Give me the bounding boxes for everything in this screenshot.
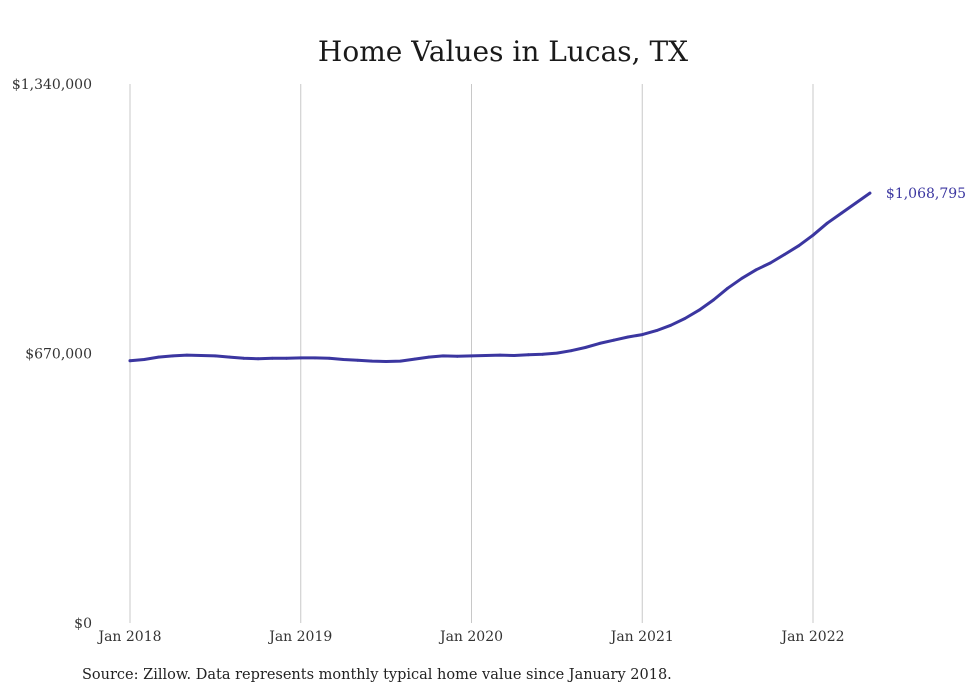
data-point (370, 359, 374, 363)
data-point (840, 211, 843, 215)
data-point (726, 286, 729, 290)
data-point (128, 359, 132, 363)
data-point (640, 333, 644, 336)
x-tick-label: Jan 2020 (438, 629, 503, 645)
data-point (441, 354, 445, 358)
end-value-label: $1,068,795 (886, 186, 966, 202)
data-point (498, 353, 502, 357)
data-point (697, 308, 701, 312)
data-point (541, 352, 544, 356)
data-point (811, 233, 815, 237)
data-point (242, 356, 246, 360)
data-point (612, 338, 616, 342)
data-point (598, 342, 601, 345)
data-point (740, 276, 744, 280)
x-tick-label: Jan 2021 (609, 629, 674, 645)
data-point (214, 354, 217, 358)
data-point (669, 323, 673, 327)
data-point (754, 268, 758, 272)
data-point (157, 355, 160, 359)
x-tick-label: Jan 2022 (779, 629, 844, 645)
data-point (199, 354, 203, 357)
data-point (512, 354, 516, 357)
data-point (356, 358, 360, 362)
data-point (527, 353, 530, 357)
series-line (128, 191, 872, 363)
data-point (228, 355, 232, 359)
data-point (384, 360, 388, 363)
data-point (285, 356, 288, 360)
data-point (825, 221, 829, 225)
x-tick-label: Jan 2018 (96, 629, 161, 645)
data-point (626, 335, 630, 339)
data-point (171, 354, 175, 358)
data-point (583, 346, 587, 349)
data-point (484, 354, 488, 357)
data-point (569, 349, 573, 353)
data-point (712, 298, 715, 302)
chart-title: Home Values in Lucas, TX (318, 35, 688, 68)
data-point (470, 354, 473, 358)
data-point (455, 354, 459, 358)
source-note: Source: Zillow. Data represents monthly … (82, 667, 672, 683)
gridlines (129, 84, 814, 623)
y-tick-label: $1,340,000 (12, 77, 92, 93)
data-point (299, 356, 303, 360)
data-point (313, 356, 317, 360)
data-point (868, 191, 872, 195)
y-tick-label: $0 (74, 616, 92, 632)
data-point (413, 357, 416, 361)
data-point (783, 253, 786, 256)
y-tick-label: $670,000 (25, 347, 92, 363)
data-point (270, 356, 274, 360)
data-point (399, 359, 402, 363)
data-point (797, 244, 801, 248)
data-point (555, 351, 559, 355)
data-point (683, 317, 687, 320)
data-point (256, 357, 260, 361)
data-point (655, 329, 658, 332)
series-layer: $1,068,795 (128, 186, 966, 363)
x-axis-ticks: Jan 2018 Jan 2019 Jan 2020 Jan 2021 Jan 2022 (96, 629, 844, 645)
data-point (185, 353, 189, 357)
data-point (342, 358, 345, 361)
data-point (142, 358, 146, 361)
data-point (854, 201, 858, 205)
data-point (327, 356, 331, 360)
x-tick-label: Jan 2019 (267, 629, 332, 645)
data-point (768, 261, 772, 265)
y-axis-ticks: $0 $670,000 $1,340,000 (12, 77, 92, 632)
data-point (427, 355, 431, 359)
